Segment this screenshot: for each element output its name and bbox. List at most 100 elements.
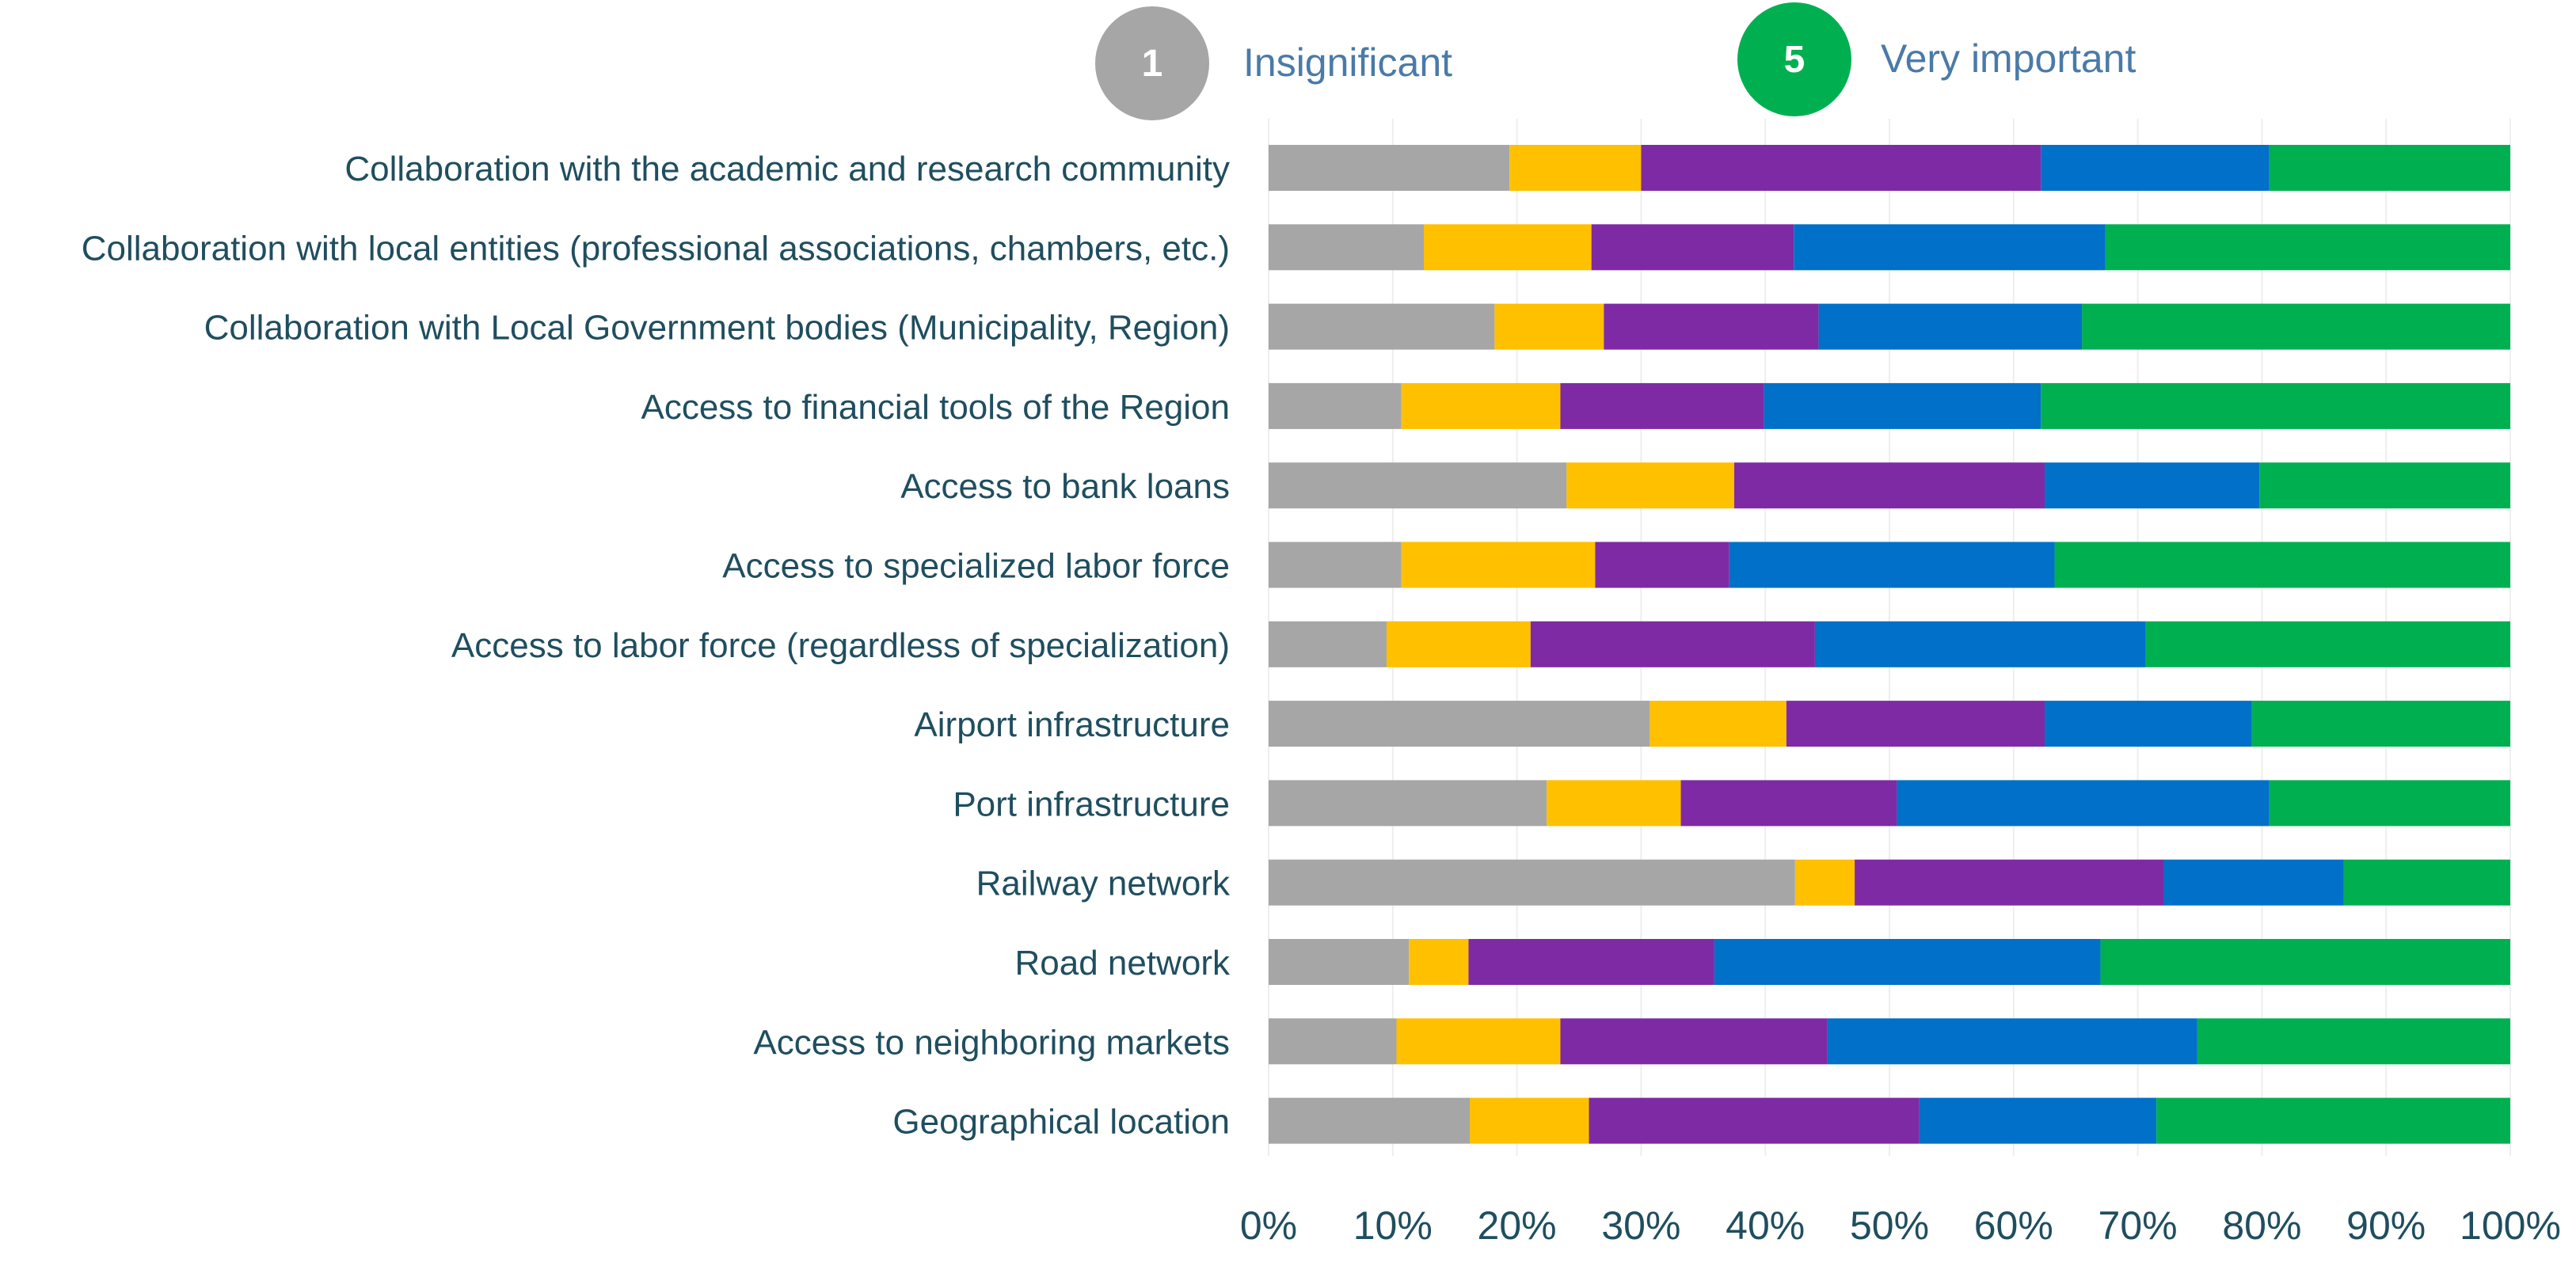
bar-segment-4 [1814,621,2146,667]
bar-segment-4 [1729,542,2055,588]
bar-segment-3 [1604,303,1819,350]
x-tick-label: 0% [1240,1203,1297,1248]
bar-segment-3 [1560,382,1764,429]
bar-row [1269,1097,2510,1144]
bar-segment-1 [1269,939,1410,985]
bar-row [1269,224,2510,271]
x-tick-label: 80% [2222,1203,2301,1248]
bar-segment-2 [1401,542,1596,588]
category-label: Collaboration with local entities (profe… [82,229,1230,268]
bar-segment-4 [1764,382,2041,429]
x-axis-ticks: 0% 10% 20% 30% 40% 50% 60% 70% 80% 90% 100% [1240,1203,2561,1248]
bar-row [1269,701,2510,747]
bar-segment-2 [1509,145,1642,191]
bar-segment-5 [2145,621,2510,667]
bar-segment-4 [1919,1097,2157,1144]
bar-segment-1 [1269,621,1387,667]
bar-segment-3 [1560,1018,1828,1065]
bar-segment-2 [1566,462,1734,509]
bar-segment-4 [1794,224,2106,271]
x-tick-label: 100% [2460,1203,2561,1248]
category-label: Access to labor force (regardless of spe… [451,626,1230,665]
bar-row [1269,621,2510,667]
bar-segment-2 [1401,382,1561,429]
bar-segment-1 [1269,1097,1471,1144]
bar-segment-4 [2163,859,2344,906]
bar-segment-3 [1786,701,2045,747]
bar-segment-2 [1424,224,1592,271]
x-tick-label: 90% [2346,1203,2426,1248]
x-tick-label: 20% [1478,1203,1557,1248]
x-tick-label: 70% [2098,1203,2178,1248]
bar-row [1269,939,2510,985]
bar-segment-1 [1269,224,1424,271]
bar-segment-2 [1409,939,1469,985]
bar-segment-5 [2251,701,2510,747]
bar-segment-5 [2105,224,2510,271]
bar-segment-5 [2343,859,2510,906]
bar-segment-5 [2156,1097,2510,1144]
bar-segment-5 [2197,1018,2510,1065]
bar-segment-5 [2041,382,2510,429]
x-tick-label: 40% [1726,1203,1805,1248]
bar-segment-4 [1714,939,2101,985]
bar-segment-3 [1680,780,1897,827]
bar-segment-5 [2259,462,2510,509]
bar-segment-1 [1269,1018,1397,1065]
bar-segment-1 [1269,382,1402,429]
bar-segment-1 [1269,859,1795,906]
bar-segment-4 [1897,780,2270,827]
bar-segment-3 [1641,145,2041,191]
bar-segment-4 [2041,145,2270,191]
category-label: Railway network [976,865,1231,903]
bar-segment-3 [1595,542,1729,588]
legend-item-high: 5 Very important [1737,2,2136,116]
bar-segment-5 [2269,780,2510,827]
bar-segment-2 [1396,1018,1561,1065]
bar-segment-1 [1269,145,1510,191]
bar-segment-2 [1649,701,1786,747]
legend-low-badge [1095,6,1209,120]
bar-segment-4 [1827,1018,2197,1065]
bar-segment-2 [1494,303,1604,350]
bar-segment-2 [1547,780,1681,827]
bar-segment-1 [1269,780,1547,827]
bar-segment-1 [1269,303,1495,350]
bar-row [1269,462,2510,509]
category-label: Geographical location [892,1103,1230,1142]
bar-segment-4 [1818,303,2083,350]
bar-row [1269,859,2510,906]
x-tick-label: 30% [1601,1203,1680,1248]
bar-segment-3 [1468,939,1714,985]
bar-row [1269,780,2510,827]
bar-segment-3 [1530,621,1815,667]
bar-row [1269,542,2510,588]
category-label: Collaboration with Local Government bodi… [204,309,1230,348]
legend-high-label: Very important [1881,36,2136,81]
legend-high-badge [1737,2,1851,116]
bar-segment-5 [2269,145,2510,191]
x-tick-label: 50% [1850,1203,1929,1248]
bar-segment-3 [1734,462,2045,509]
bar-segment-3 [1855,859,2164,906]
bar-row [1269,1018,2510,1065]
legend-low-number: 1 [1142,43,1163,85]
legend-item-low: 1 Insignificant [1095,6,1452,120]
category-labels: Collaboration with the academic and rese… [82,150,1231,1142]
bar-segment-2 [1470,1097,1589,1144]
category-label: Access to specialized labor force [722,547,1230,586]
bar-segment-1 [1269,701,1650,747]
legend-high-number: 5 [1784,39,1805,81]
bar-segment-2 [1386,621,1531,667]
bar-segment-5 [2054,542,2510,588]
bar-segment-3 [1591,224,1794,271]
legend: 1 Insignificant 5 Very important [1095,2,2136,120]
x-tick-label: 10% [1353,1203,1433,1248]
bar-segment-3 [1589,1097,1920,1144]
bar-segment-5 [2082,303,2510,350]
bar-segment-5 [2100,939,2510,985]
category-label: Port infrastructure [953,785,1230,823]
category-label: Access to bank loans [900,467,1230,506]
bar-segment-2 [1794,859,1855,906]
